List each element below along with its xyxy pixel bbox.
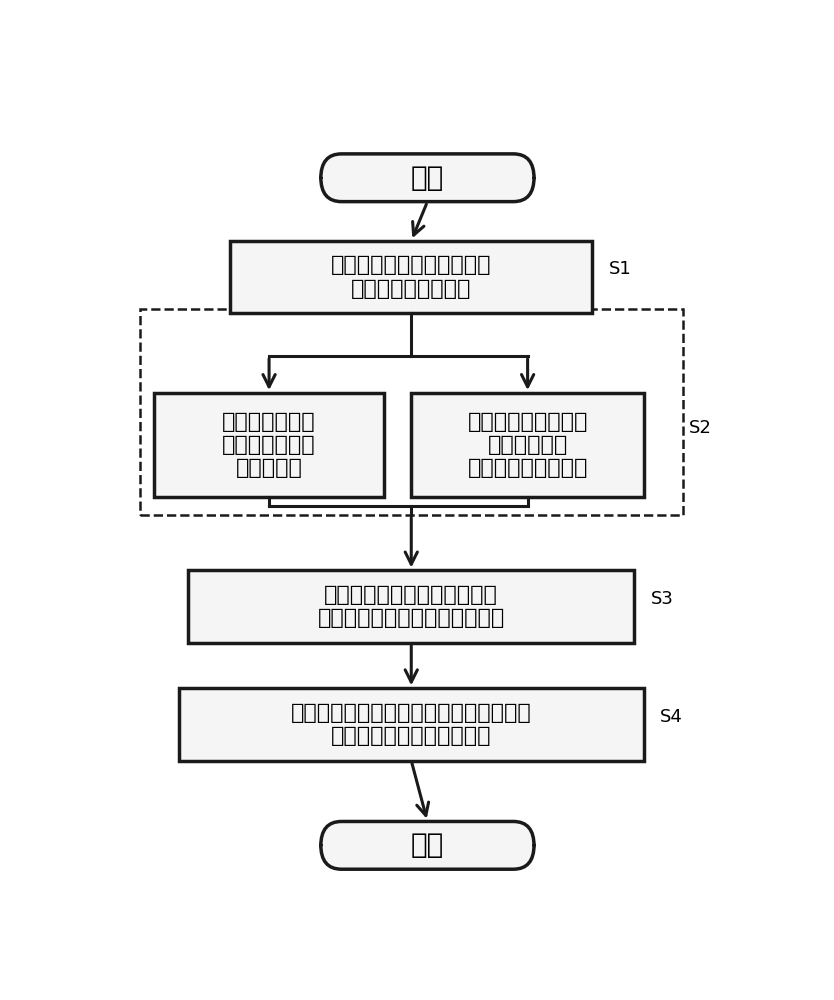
Text: S1: S1 (608, 260, 631, 278)
FancyBboxPatch shape (321, 154, 534, 202)
Text: 建立导弹在纵向平面内拦截
静止目标的制导方程: 建立导弹在纵向平面内拦截 静止目标的制导方程 (331, 255, 491, 299)
Text: 限制导弹前置角的最大幅值，实现视场角
约束，得到攻击角度可达域: 限制导弹前置角的最大幅值，实现视场角 约束，得到攻击角度可达域 (291, 703, 531, 746)
Text: 基于边界条件和攻击角度约束
求解未知参数，得到解析制导律: 基于边界条件和攻击角度约束 求解未知参数，得到解析制导律 (318, 585, 505, 628)
FancyBboxPatch shape (321, 821, 534, 869)
Text: S4: S4 (661, 708, 683, 726)
Text: 开始: 开始 (411, 164, 444, 192)
Bar (140, 309, 683, 515)
Text: 得到基于导弹与
目标相对距离的
微分方程组: 得到基于导弹与 目标相对距离的 微分方程组 (222, 412, 316, 478)
Bar (411, 393, 644, 497)
Bar (230, 241, 592, 313)
Bar (188, 570, 635, 643)
Text: S3: S3 (651, 590, 673, 608)
Text: S2: S2 (689, 419, 712, 437)
Bar (154, 393, 384, 497)
Text: 设计基于相对距离的
二次函数作为
导弹前置角变化曲线: 设计基于相对距离的 二次函数作为 导弹前置角变化曲线 (467, 412, 588, 478)
Bar (178, 688, 644, 761)
Text: 结束: 结束 (411, 831, 444, 859)
